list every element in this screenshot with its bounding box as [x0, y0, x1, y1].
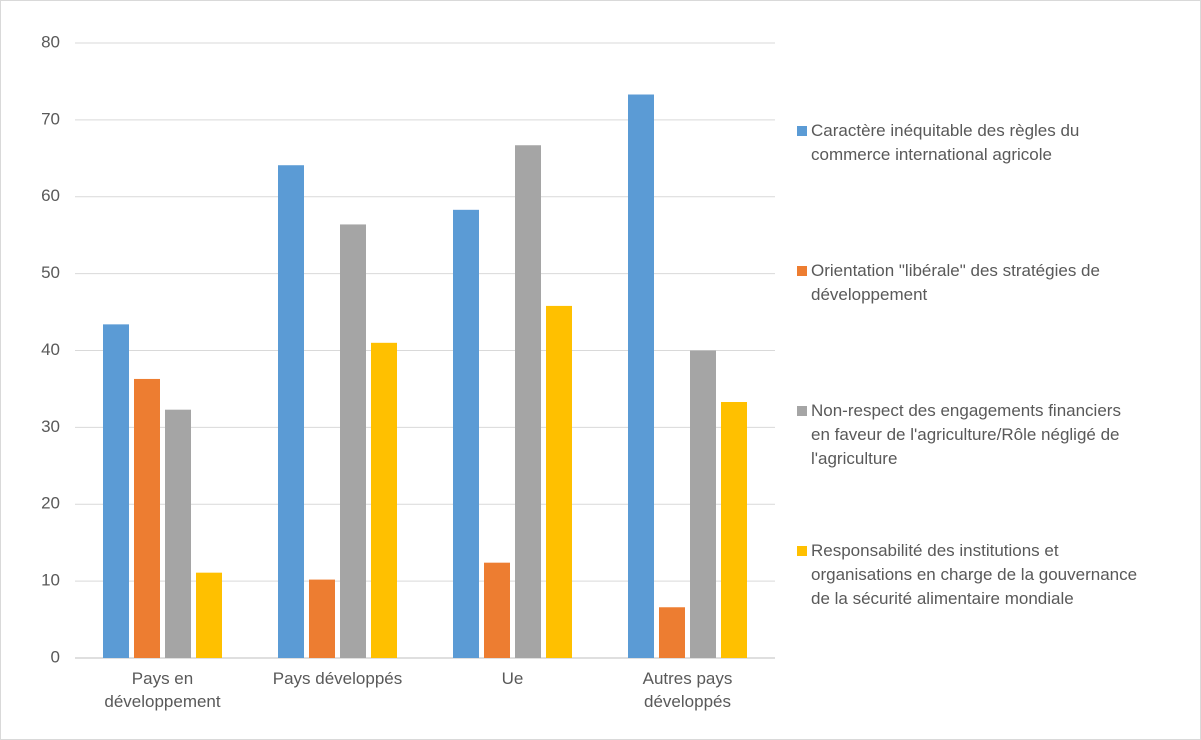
legend-label: Responsabilité des institutions et organ… [811, 541, 1138, 608]
legend-swatch [797, 406, 807, 416]
bar [659, 607, 685, 658]
legend-label: Orientation "libérale" des stratégies de… [811, 261, 1100, 304]
y-tick-label: 40 [41, 340, 60, 359]
y-tick-label: 80 [41, 32, 60, 51]
legend-label: Non-respect des engagements financiers e… [811, 401, 1121, 468]
bar [628, 94, 654, 659]
legend-item: Orientation "libérale" des stratégies de… [797, 259, 1177, 307]
y-tick-label: 50 [41, 263, 60, 282]
legend-label: Caractère inéquitable des règles du comm… [811, 121, 1080, 164]
legend-item: Responsabilité des institutions et organ… [797, 539, 1177, 611]
bar [721, 402, 747, 658]
x-tick-label: Pays en développement [104, 669, 221, 711]
x-tick-label: Autres pays développés [642, 669, 733, 711]
bar [371, 342, 397, 658]
x-tick-label: Pays développés [272, 669, 403, 688]
x-tick-label: Ue [501, 669, 524, 688]
legend-swatch [797, 546, 807, 556]
bar [453, 209, 479, 658]
y-tick-label: 70 [41, 109, 60, 128]
legend-swatch [797, 126, 807, 136]
bar [546, 305, 572, 658]
bar [309, 579, 335, 658]
y-tick-label: 20 [41, 494, 60, 513]
bar [103, 324, 129, 658]
bar [484, 562, 510, 658]
bar [165, 409, 191, 658]
bar [196, 572, 222, 658]
legend-item: Caractère inéquitable des règles du comm… [797, 119, 1177, 167]
y-tick-label: 30 [41, 417, 60, 436]
legend-swatch [797, 266, 807, 276]
bar [690, 350, 716, 658]
bar [134, 378, 160, 658]
y-tick-label: 60 [41, 186, 60, 205]
bar [278, 165, 304, 658]
bar [340, 224, 366, 659]
bar [515, 145, 541, 658]
y-tick-label: 0 [51, 647, 60, 666]
y-tick-label: 10 [41, 571, 60, 590]
legend-item: Non-respect des engagements financiers e… [797, 399, 1177, 471]
